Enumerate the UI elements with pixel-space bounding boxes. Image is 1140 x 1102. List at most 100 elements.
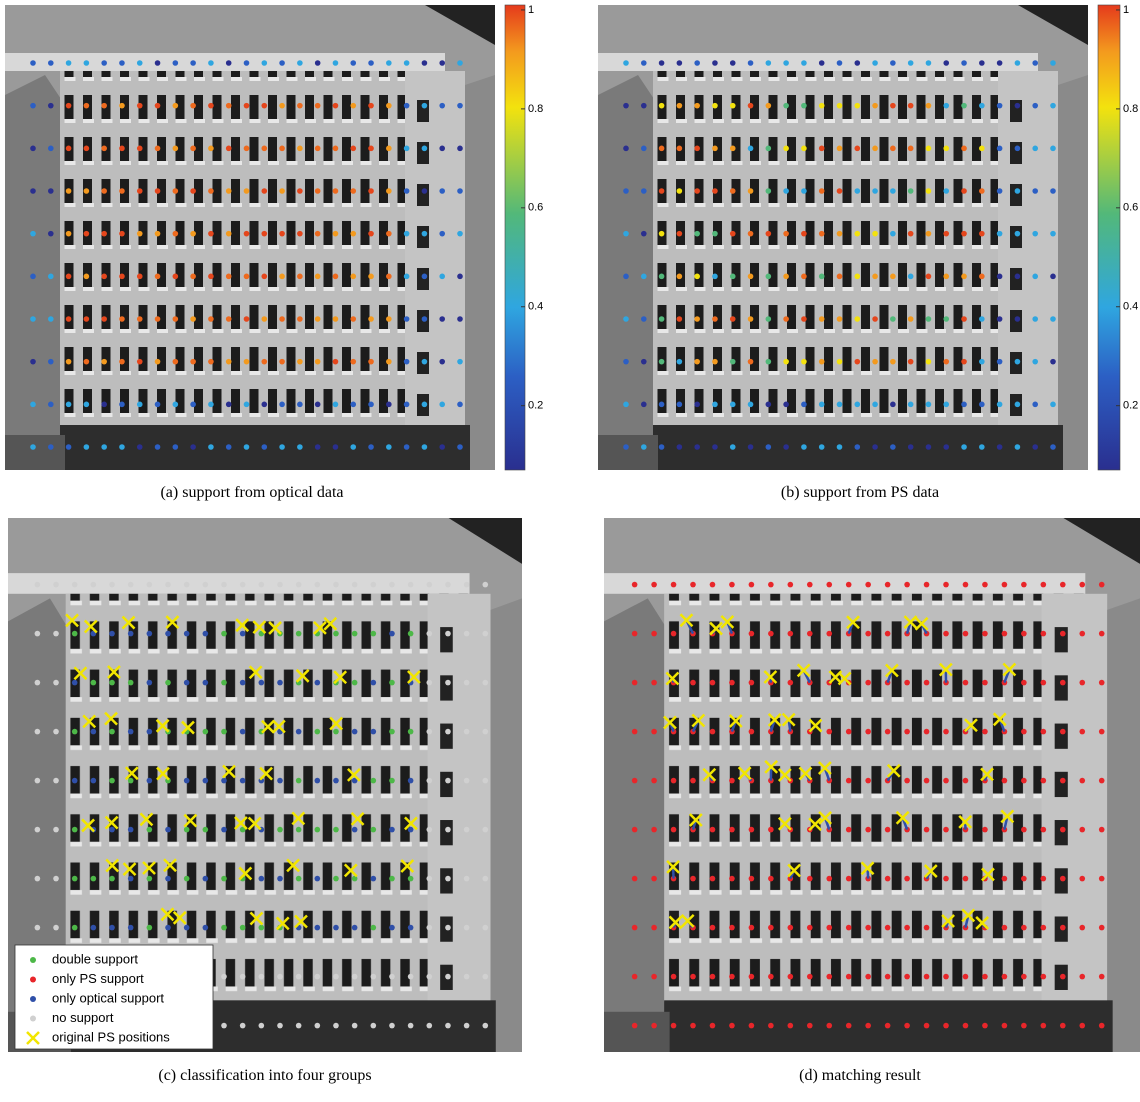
- point: [961, 274, 967, 280]
- point: [66, 274, 72, 280]
- point: [730, 146, 736, 152]
- point: [890, 103, 896, 109]
- point: [943, 582, 949, 588]
- point: [748, 316, 754, 322]
- point: [872, 402, 878, 408]
- point: [368, 146, 374, 152]
- point: [277, 876, 283, 882]
- point: [72, 876, 78, 882]
- point: [184, 925, 190, 931]
- point: [35, 925, 41, 931]
- point: [801, 274, 807, 280]
- point: [846, 925, 852, 931]
- point: [147, 827, 153, 833]
- point: [807, 925, 813, 931]
- point: [155, 359, 161, 365]
- point: [119, 316, 125, 322]
- point: [422, 231, 428, 237]
- point: [422, 188, 428, 194]
- point: [48, 402, 54, 408]
- point: [226, 103, 232, 109]
- point: [261, 359, 267, 365]
- point: [389, 974, 395, 980]
- point: [426, 729, 432, 735]
- point: [943, 60, 949, 66]
- point: [997, 274, 1003, 280]
- colorbar-tick-label: 0.6: [528, 202, 543, 214]
- point: [371, 876, 377, 882]
- caption: (d) matching result: [799, 1067, 921, 1084]
- point: [315, 188, 321, 194]
- point: [1079, 827, 1085, 833]
- point: [279, 316, 285, 322]
- point: [651, 1023, 657, 1029]
- point: [261, 444, 267, 450]
- point: [128, 827, 134, 833]
- point: [155, 60, 161, 66]
- point: [712, 146, 718, 152]
- point: [846, 778, 852, 784]
- point: [439, 274, 445, 280]
- point: [819, 146, 825, 152]
- point: [137, 444, 143, 450]
- point: [296, 876, 302, 882]
- tower-window: [1055, 820, 1068, 845]
- point: [48, 316, 54, 322]
- point: [748, 402, 754, 408]
- point: [84, 316, 90, 322]
- point: [783, 359, 789, 365]
- point: [208, 103, 214, 109]
- point: [904, 925, 910, 931]
- point: [408, 974, 414, 980]
- point: [730, 188, 736, 194]
- point: [368, 231, 374, 237]
- point: [389, 680, 395, 686]
- point: [422, 444, 428, 450]
- point: [885, 925, 891, 931]
- point: [885, 974, 891, 980]
- point: [464, 631, 470, 637]
- point: [84, 274, 90, 280]
- point: [404, 359, 410, 365]
- point: [315, 231, 321, 237]
- point: [221, 925, 227, 931]
- point: [854, 274, 860, 280]
- point: [203, 631, 209, 637]
- point: [147, 582, 153, 588]
- point: [404, 316, 410, 322]
- point: [482, 631, 488, 637]
- point: [128, 680, 134, 686]
- point: [404, 188, 410, 194]
- point: [623, 231, 629, 237]
- point: [854, 316, 860, 322]
- point: [961, 146, 967, 152]
- point: [846, 582, 852, 588]
- colorbar-tick-label: 0.4: [1123, 301, 1138, 313]
- point: [904, 1023, 910, 1029]
- point: [659, 444, 665, 450]
- point: [1060, 582, 1066, 588]
- point: [710, 582, 716, 588]
- point: [296, 729, 302, 735]
- point: [426, 680, 432, 686]
- point: [788, 680, 794, 686]
- point: [1002, 876, 1008, 882]
- point: [165, 925, 171, 931]
- point: [1021, 582, 1027, 588]
- point: [221, 1023, 227, 1029]
- point: [926, 402, 932, 408]
- point: [748, 103, 754, 109]
- point: [1032, 444, 1038, 450]
- point: [445, 827, 451, 833]
- point: [315, 778, 321, 784]
- point: [961, 103, 967, 109]
- point: [924, 582, 930, 588]
- point: [807, 1023, 813, 1029]
- point: [1041, 778, 1047, 784]
- point: [426, 778, 432, 784]
- point: [943, 274, 949, 280]
- point: [173, 359, 179, 365]
- point: [788, 974, 794, 980]
- point: [943, 444, 949, 450]
- point: [641, 146, 647, 152]
